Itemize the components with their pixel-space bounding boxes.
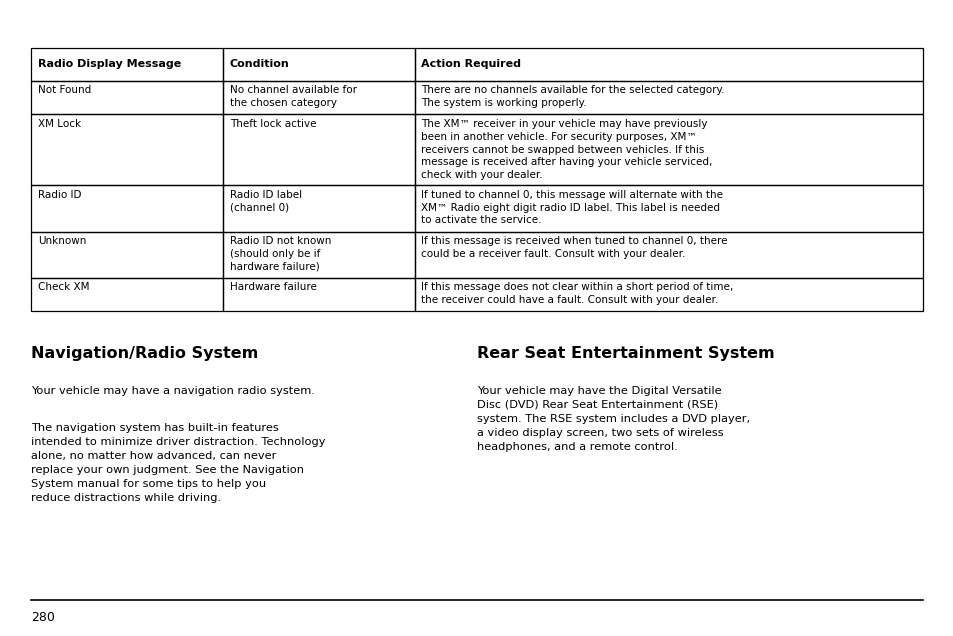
Bar	[223, 114, 415, 186]
Text: Action Required: Action Required	[421, 59, 520, 69]
Text: Unknown: Unknown	[38, 236, 87, 246]
Text: Radio ID label
(channel 0): Radio ID label (channel 0)	[230, 190, 301, 212]
Bar	[223, 81, 415, 114]
Text: Radio ID not known
(should only be if
hardware failure): Radio ID not known (should only be if ha…	[230, 236, 331, 272]
Text: Your vehicle may have a navigation radio system.: Your vehicle may have a navigation radio…	[31, 386, 315, 396]
Bar	[31, 232, 223, 278]
Text: If this message does not clear within a short period of time,
the receiver could: If this message does not clear within a …	[421, 282, 733, 305]
Bar	[31, 81, 223, 114]
Text: Theft lock active: Theft lock active	[230, 119, 315, 129]
Bar	[415, 114, 922, 186]
Text: No channel available for
the chosen category: No channel available for the chosen cate…	[230, 85, 356, 108]
Bar	[223, 48, 415, 81]
Bar	[31, 48, 223, 81]
Text: Radio Display Message: Radio Display Message	[38, 59, 181, 69]
Text: 280: 280	[31, 611, 55, 624]
Bar	[223, 186, 415, 232]
Text: Check XM: Check XM	[38, 282, 90, 292]
Text: Radio ID: Radio ID	[38, 190, 82, 200]
Bar	[415, 48, 922, 81]
Text: If this message is received when tuned to channel 0, there
could be a receiver f: If this message is received when tuned t…	[421, 236, 727, 259]
Text: Hardware failure: Hardware failure	[230, 282, 316, 292]
Text: XM Lock: XM Lock	[38, 119, 81, 129]
Bar	[415, 186, 922, 232]
Text: There are no channels available for the selected category.
The system is working: There are no channels available for the …	[421, 85, 724, 108]
Bar	[31, 114, 223, 186]
Text: Condition: Condition	[230, 59, 289, 69]
Text: Not Found: Not Found	[38, 85, 91, 95]
Bar	[223, 278, 415, 312]
Bar	[415, 81, 922, 114]
Bar	[415, 278, 922, 312]
Text: If tuned to channel 0, this message will alternate with the
XM™ Radio eight digi: If tuned to channel 0, this message will…	[421, 190, 722, 225]
Bar	[31, 278, 223, 312]
Bar	[415, 232, 922, 278]
Text: Your vehicle may have the Digital Versatile
Disc (DVD) Rear Seat Entertainment (: Your vehicle may have the Digital Versat…	[476, 386, 749, 452]
Text: Rear Seat Entertainment System: Rear Seat Entertainment System	[476, 347, 774, 361]
Text: Navigation/Radio System: Navigation/Radio System	[31, 347, 258, 361]
Bar	[223, 232, 415, 278]
Text: The navigation system has built-in features
intended to minimize driver distract: The navigation system has built-in featu…	[31, 424, 326, 503]
Bar	[31, 186, 223, 232]
Text: The XM™ receiver in your vehicle may have previously
been in another vehicle. Fo: The XM™ receiver in your vehicle may hav…	[421, 119, 712, 180]
